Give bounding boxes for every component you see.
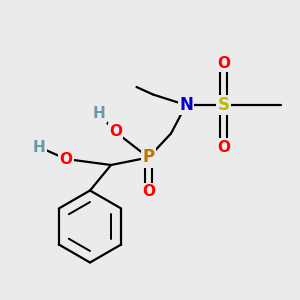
Text: O: O bbox=[59, 152, 73, 166]
Text: P: P bbox=[142, 148, 154, 166]
Text: N: N bbox=[179, 96, 193, 114]
Text: H: H bbox=[93, 106, 105, 122]
Text: O: O bbox=[217, 140, 230, 154]
Text: O: O bbox=[142, 184, 155, 200]
Text: O: O bbox=[109, 124, 122, 140]
Text: S: S bbox=[218, 96, 230, 114]
Text: H: H bbox=[33, 140, 45, 154]
Text: O: O bbox=[217, 56, 230, 70]
